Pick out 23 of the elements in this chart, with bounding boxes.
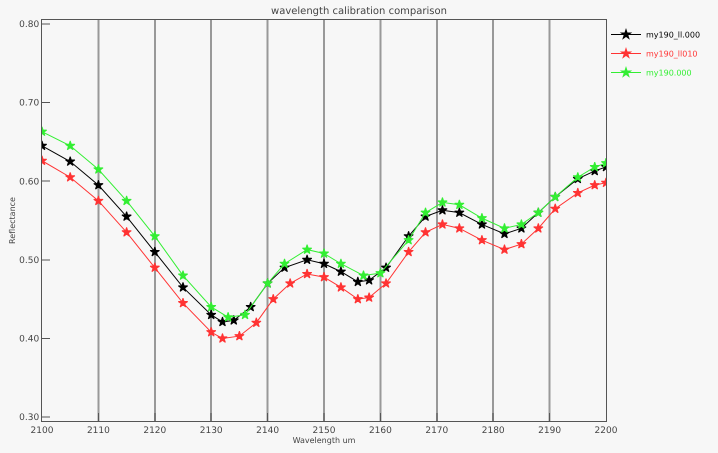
y-tick-label: 0.80 [19,20,40,30]
legend-label: my190_ll010 [646,50,698,59]
x-tick-label: 2130 [200,426,223,436]
x-tick-label: 2110 [86,426,110,436]
x-tick-label: 2170 [425,426,449,436]
chart-title: wavelength calibration comparison [271,6,447,17]
y-tick-label: 0.70 [19,98,40,109]
x-axis-title: Wavelength um [292,436,356,445]
x-tick-label: 2190 [538,426,562,436]
legend-label: my190.000 [646,68,692,78]
legend-label: my190_ll.000 [646,30,700,40]
y-axis-title: Reflectance [8,196,17,244]
x-tick-label: 2180 [482,426,505,436]
x-tick-label: 2120 [143,426,167,436]
x-tick-label: 2100 [30,426,54,436]
x-tick-label: 2150 [312,426,336,436]
y-tick-label: 0.40 [19,334,40,345]
y-tick-label: 0.60 [19,177,40,188]
x-tick-label: 2140 [256,426,280,436]
x-tick-label: 2160 [368,426,392,436]
y-tick-label: 0.30 [19,413,40,424]
x-tick-label: 2200 [594,426,618,436]
y-tick-label: 0.50 [19,256,40,266]
